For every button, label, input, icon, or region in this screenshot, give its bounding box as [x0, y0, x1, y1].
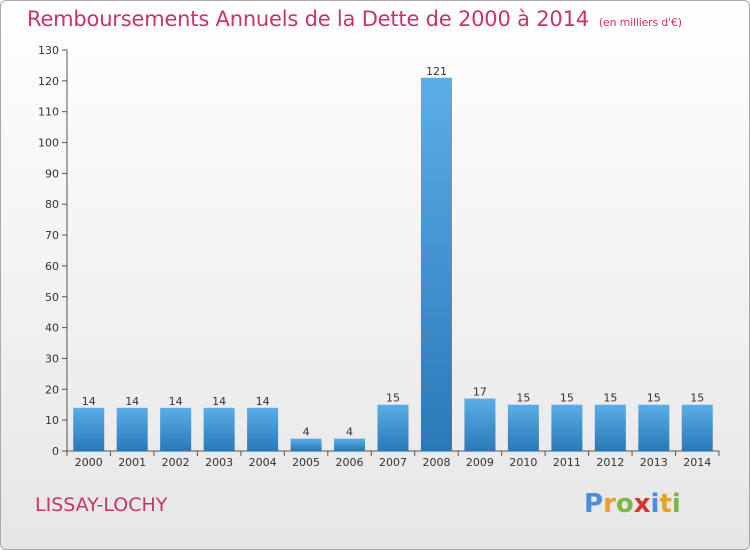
x-tick-label: 2012 — [596, 456, 624, 469]
y-tick-label: 30 — [45, 352, 59, 365]
bar — [116, 407, 148, 451]
commune-name: LISSAY-LOCHY — [35, 494, 168, 516]
bar — [638, 404, 670, 451]
bar — [290, 438, 322, 451]
y-tick-label: 10 — [45, 414, 59, 427]
chart-bars — [73, 77, 713, 451]
bar — [551, 404, 583, 451]
chart-title-text: Remboursements Annuels de la Dette de 20… — [27, 7, 589, 31]
y-tick-label: 90 — [45, 167, 59, 180]
x-tick-label: 2000 — [75, 456, 103, 469]
bar — [73, 407, 105, 451]
bar — [203, 407, 235, 451]
data-label: 14 — [169, 395, 183, 408]
y-tick-label: 130 — [38, 44, 59, 57]
proxiti-logo[interactable]: Proxiti — [584, 489, 681, 519]
data-label: 14 — [82, 395, 96, 408]
y-tick-label: 60 — [45, 260, 59, 273]
y-tick-label: 110 — [38, 106, 59, 119]
y-tick-label: 70 — [45, 229, 59, 242]
data-label: 14 — [256, 395, 270, 408]
x-tick-label: 2010 — [509, 456, 537, 469]
logo-letter: i — [671, 489, 681, 519]
chart-subtitle: (en milliers d'€) — [598, 16, 682, 29]
x-tick-label: 2011 — [553, 456, 581, 469]
x-tick-label: 2007 — [379, 456, 407, 469]
bar — [334, 438, 366, 451]
y-tick-label: 40 — [45, 322, 59, 335]
data-label: 15 — [690, 392, 704, 405]
logo-letter: r — [603, 489, 616, 519]
x-tick-label: 2006 — [336, 456, 364, 469]
data-label: 121 — [426, 65, 447, 78]
y-tick-label: 0 — [52, 445, 59, 458]
x-tick-label: 2003 — [205, 456, 233, 469]
data-label: 14 — [125, 395, 139, 408]
y-tick-label: 100 — [38, 137, 59, 150]
y-tick-label: 50 — [45, 291, 59, 304]
data-label: 15 — [647, 392, 661, 405]
y-tick-label: 120 — [38, 75, 59, 88]
bar — [160, 407, 192, 451]
logo-letter: P — [584, 489, 604, 519]
data-label: 15 — [560, 392, 574, 405]
x-tick-label: 2013 — [640, 456, 668, 469]
data-label: 15 — [516, 392, 530, 405]
y-tick-label: 80 — [45, 198, 59, 211]
bar — [681, 404, 713, 451]
logo-letter: x — [633, 489, 651, 519]
x-tick-label: 2014 — [683, 456, 711, 469]
bar — [377, 404, 409, 451]
data-label: 14 — [212, 395, 226, 408]
data-label: 4 — [346, 426, 353, 439]
bar — [594, 404, 626, 451]
bar — [464, 398, 496, 451]
x-tick-label: 2001 — [118, 456, 146, 469]
bar — [507, 404, 539, 451]
logo-letter: o — [615, 489, 634, 519]
bar — [247, 407, 279, 451]
logo-letter: t — [659, 489, 672, 519]
chart-title: Remboursements Annuels de la Dette de 20… — [27, 7, 682, 31]
data-label: 15 — [386, 392, 400, 405]
data-label: 15 — [603, 392, 617, 405]
y-tick-label: 20 — [45, 383, 59, 396]
x-tick-label: 2008 — [422, 456, 450, 469]
x-tick-label: 2002 — [162, 456, 190, 469]
data-label: 17 — [473, 386, 487, 399]
x-tick-label: 2005 — [292, 456, 320, 469]
logo-letter: i — [650, 489, 660, 519]
data-label: 4 — [303, 426, 310, 439]
bar — [420, 77, 452, 451]
x-tick-label: 2009 — [466, 456, 494, 469]
chart-labels: 2000 14 2001 14 2002 14 2003 14 2004 14 2005 4 2006 4… — [75, 65, 712, 469]
x-tick-label: 2004 — [249, 456, 277, 469]
